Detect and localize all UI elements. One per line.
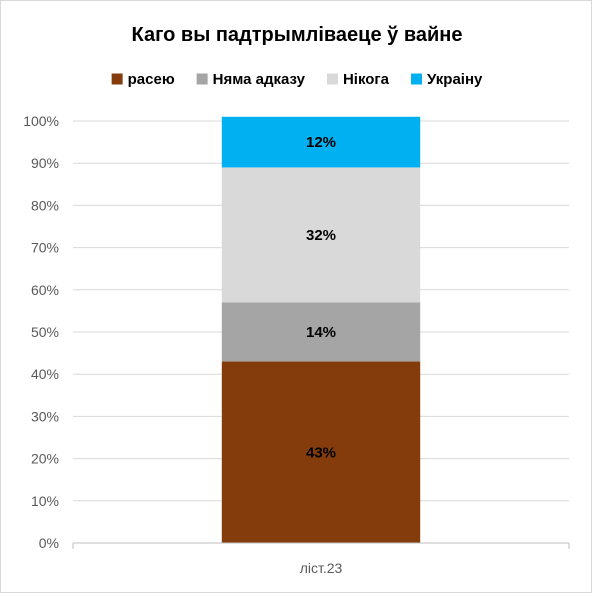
data-label: 14% — [306, 324, 336, 341]
legend-item: расею — [111, 71, 175, 88]
legend-swatch — [196, 73, 208, 85]
y-tick-label: 0% — [39, 535, 59, 551]
legend-label: Украіну — [427, 71, 483, 88]
bar-segment — [221, 167, 421, 303]
legend-label: Няма адказу — [213, 71, 306, 88]
y-tick-label: 60% — [31, 282, 59, 298]
data-label: 43% — [306, 444, 336, 461]
y-tick-label: 40% — [31, 366, 59, 382]
y-tick-label: 50% — [31, 324, 59, 340]
data-label: 32% — [306, 227, 336, 244]
y-tick-label: 70% — [31, 240, 59, 256]
legend-item: Няма адказу — [196, 71, 306, 88]
chart-title: Каго вы падтрымліваеце ў вайне — [132, 24, 463, 46]
legend-item: Украіну — [411, 71, 483, 88]
legend-label: Нікога — [343, 71, 390, 88]
legend: расею Няма адказу Нікога Украіну — [111, 71, 483, 88]
legend-swatch — [111, 73, 123, 85]
legend-label: расею — [128, 71, 175, 88]
y-tick-label: 10% — [31, 493, 59, 509]
y-tick-label: 90% — [31, 155, 59, 171]
bar-segment — [221, 302, 421, 362]
legend-swatch — [326, 73, 338, 85]
legend-swatch — [411, 73, 423, 85]
x-category-label: ліст.23 — [300, 560, 343, 576]
y-tick-label: 100% — [23, 113, 59, 129]
data-labels: 43% 14% 32% 12% — [306, 134, 336, 461]
y-tick-label: 20% — [31, 451, 59, 467]
y-tick-label: 80% — [31, 197, 59, 213]
bar-segments — [221, 116, 421, 543]
x-axis: ліст.23 — [72, 542, 570, 576]
data-label: 12% — [306, 134, 336, 151]
bar-segment — [221, 361, 421, 543]
bar-segment — [221, 116, 421, 168]
y-tick-label: 30% — [31, 408, 59, 424]
legend-item: Нікога — [326, 71, 390, 88]
y-axis-tick-labels: 0% 10% 20% 30% 40% 50% 60% 70% 80% 90% 100% — [23, 113, 59, 551]
